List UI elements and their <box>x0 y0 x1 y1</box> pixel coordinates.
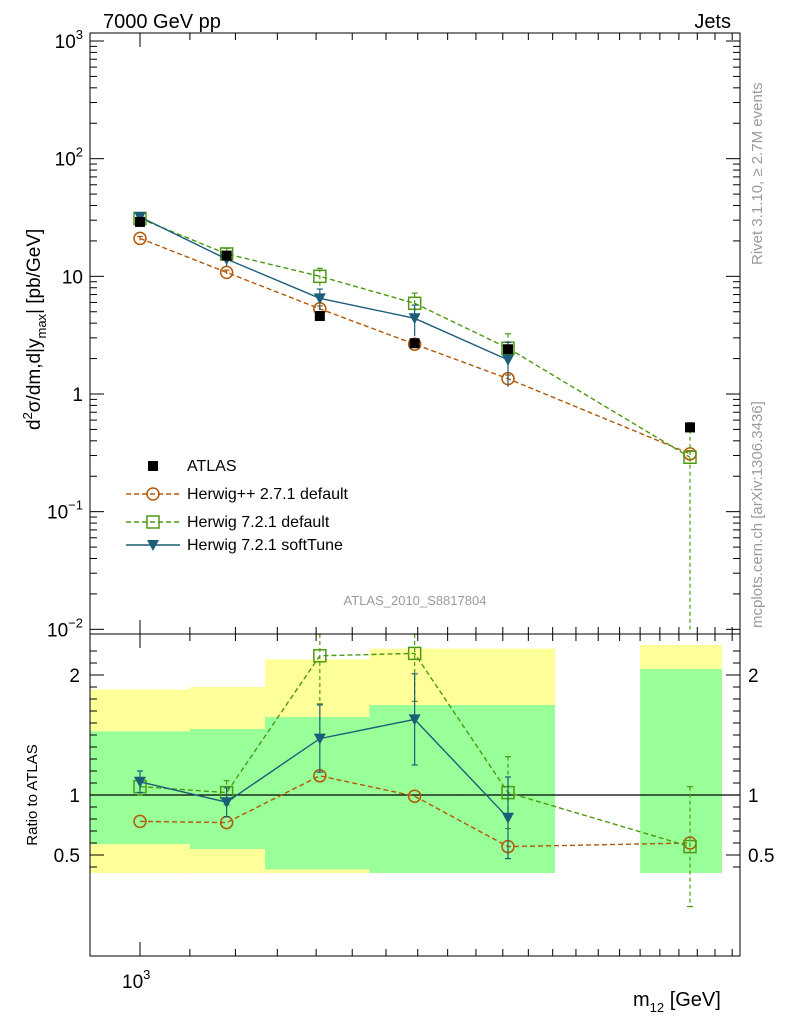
x-tick-label-1000: 103 <box>122 967 150 993</box>
main-y-tick-label: 10−2 <box>47 615 83 641</box>
main-series-line <box>139 217 691 458</box>
ratio-point <box>408 714 421 726</box>
main-series-line <box>139 216 509 361</box>
main-point <box>314 311 325 322</box>
main-axis-ticks <box>90 33 740 634</box>
ratio-y-tick-label-right: 2 <box>748 666 759 687</box>
ratio-series-2 <box>134 673 515 860</box>
legend-label-softtune: Herwig 7.2.1 softTune <box>187 537 343 554</box>
ratio-series-line <box>139 775 691 848</box>
legend: ATLAS Herwig++ 2.7.1 default Herwig 7.2.… <box>126 458 349 554</box>
main-point <box>408 313 421 325</box>
legend-label-atlas: ATLAS <box>187 458 237 475</box>
ratio-point <box>133 814 147 829</box>
green-band <box>369 705 462 873</box>
main-point <box>683 450 697 465</box>
ratio-point <box>683 839 697 854</box>
mcplots-label: mcplots.cern.ch [arXiv:1306.3436] <box>749 401 766 628</box>
ratio-y-tick-label-right: 1 <box>748 786 759 807</box>
ratio-y-tick-label-left: 2 <box>69 666 80 687</box>
rivet-label: Rivet 3.1.10, ≥ 2.7M events <box>749 83 766 266</box>
ratio-frame <box>89 633 741 957</box>
legend-entry-2 <box>126 515 180 529</box>
ratio-series-line <box>139 652 691 848</box>
main-point <box>133 231 147 246</box>
x-axis-label: m12 [GeV] <box>633 989 721 1015</box>
ratio-point <box>313 733 326 745</box>
main-point <box>503 344 514 355</box>
ratio-point <box>134 776 146 788</box>
main-series-3 <box>134 211 515 387</box>
ratio-point <box>502 812 515 824</box>
ratio-y-tick-labels: 0.5 0.5 1 1 2 2 <box>54 666 775 867</box>
ratio-point <box>407 646 422 661</box>
ratio-series <box>133 633 697 908</box>
main-point <box>135 216 145 227</box>
legend-marker <box>146 515 160 529</box>
main-series-line <box>139 237 691 455</box>
green-band <box>640 669 722 873</box>
legend-entry-1 <box>126 487 180 501</box>
main-point <box>409 338 420 349</box>
main-series-0 <box>135 216 695 433</box>
green-band <box>265 717 370 870</box>
main-point <box>685 422 695 433</box>
ratio-y-tick-label-left: 1 <box>69 786 80 807</box>
legend-marker <box>146 487 160 501</box>
legend-entry-3 <box>126 540 180 551</box>
main-y-tick-label: 10−1 <box>47 498 83 524</box>
ratio-y-tick-label-left: 0.5 <box>54 846 80 867</box>
legend-entry-0 <box>148 461 158 471</box>
main-point <box>221 250 232 261</box>
ratio-y-axis-label: Ratio to ATLAS <box>24 744 41 845</box>
main-y-axis-label: d2σ/dm,d|ymax| [pb/GeV] <box>20 229 49 430</box>
main-y-tick-label: 1 <box>72 385 83 406</box>
main-y-tick-label: 10 <box>62 267 83 288</box>
ratio-axis-ticks <box>90 634 740 956</box>
header-left: 7000 GeV pp <box>103 11 221 33</box>
main-y-tick-label: 102 <box>55 145 83 171</box>
main-y-tick-label: 103 <box>55 27 83 53</box>
main-series <box>133 211 697 630</box>
main-point <box>502 354 515 366</box>
ratio-point <box>313 649 327 663</box>
main-point <box>219 265 234 280</box>
legend-label-herwig721: Herwig 7.2.1 default <box>187 514 330 531</box>
main-point <box>313 293 326 305</box>
legend-label-herwigpp: Herwig++ 2.7.1 default <box>187 486 349 503</box>
main-point <box>407 337 422 351</box>
ratio-y-tick-label-right: 0.5 <box>748 846 774 867</box>
header-right: Jets <box>694 11 731 33</box>
legend-marker <box>148 461 158 471</box>
main-point <box>313 269 327 284</box>
legend-marker <box>147 540 159 551</box>
ratio-point <box>407 789 422 803</box>
analysis-id: ATLAS_2010_S8817804 <box>344 593 487 608</box>
ratio-point <box>220 797 233 809</box>
